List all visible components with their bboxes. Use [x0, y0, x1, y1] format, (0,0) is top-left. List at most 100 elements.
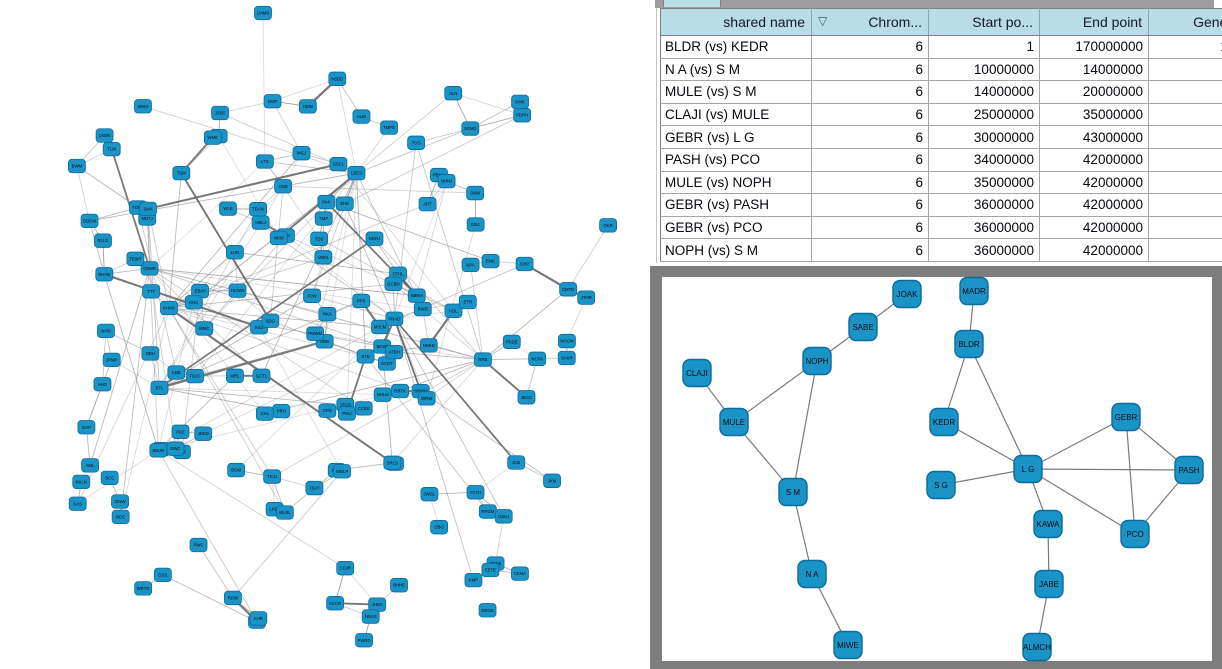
network-edge[interactable]	[356, 172, 424, 310]
network-edge[interactable]	[285, 235, 395, 320]
network-edge[interactable]	[76, 165, 139, 208]
network-edge[interactable]	[453, 92, 523, 116]
network-edge[interactable]	[566, 297, 587, 342]
network-node[interactable]: ALW	[352, 109, 371, 124]
network-edge[interactable]	[379, 263, 525, 328]
network-node[interactable]: KHNS	[160, 300, 178, 316]
network-edge[interactable]	[338, 163, 454, 312]
graph-node-n-a[interactable]: N A	[797, 559, 827, 589]
network-node[interactable]: KBB	[167, 365, 186, 380]
network-node[interactable]: HBLJ	[251, 215, 270, 230]
network-node[interactable]: RDW	[223, 590, 242, 606]
network-edge[interactable]	[326, 201, 491, 262]
network-edge[interactable]	[428, 344, 484, 361]
graph-node-kedr[interactable]: KEDR	[929, 407, 959, 437]
network-node[interactable]: JCB	[507, 455, 526, 470]
graph-node-s-m[interactable]: S M	[778, 477, 808, 507]
network-edge[interactable]	[311, 172, 357, 296]
network-edge[interactable]	[415, 128, 471, 144]
network-edge[interactable]	[168, 307, 273, 477]
table-cell[interactable]: 6	[811, 103, 929, 127]
network-node[interactable]: PSDE	[502, 334, 521, 350]
table-row[interactable]: MULE (vs) S M614000000200000007.5	[660, 80, 1222, 104]
network-node[interactable]: WACM	[558, 333, 576, 349]
network-edge[interactable]	[482, 358, 538, 361]
table-cell[interactable]: 42000000	[1039, 238, 1149, 262]
table-cell[interactable]: 170000000	[1039, 35, 1149, 59]
graph-edge-noph-mule[interactable]	[733, 360, 818, 423]
network-node[interactable]: PNAD	[385, 311, 404, 326]
network-node[interactable]: RRB	[474, 352, 492, 367]
network-edge[interactable]	[142, 105, 357, 174]
table-cell[interactable]: 20000000	[1039, 80, 1149, 104]
network-edge[interactable]	[356, 92, 454, 174]
network-node[interactable]: SAKR	[557, 350, 576, 366]
graph-edge-bldr-l-g[interactable]	[968, 343, 1029, 470]
table-cell[interactable]: 16.9	[1148, 125, 1222, 149]
table-tab-fragment[interactable]	[663, 0, 721, 7]
network-node[interactable]: GSKJ	[494, 509, 513, 524]
table-cell[interactable]: 42000000	[1039, 148, 1149, 172]
table-cell[interactable]: N A (vs) S M	[660, 58, 812, 82]
table-cell[interactable]: 6	[811, 238, 929, 262]
table-cell[interactable]: 6	[811, 171, 929, 195]
table-cell[interactable]: GEBR (vs) PCO	[660, 216, 812, 240]
network-edge[interactable]	[393, 318, 422, 392]
network-node[interactable]: TLM	[102, 141, 121, 157]
network-node[interactable]: NHNJ	[437, 173, 456, 189]
network-node[interactable]: JJSE	[211, 105, 229, 121]
network-node[interactable]: NGRJ	[365, 231, 384, 246]
network-node[interactable]: DDGK	[478, 603, 497, 618]
network-node[interactable]: BCC	[111, 509, 130, 525]
network-node[interactable]: PKE	[171, 424, 190, 439]
network-edge[interactable]	[232, 470, 343, 599]
table-cell[interactable]: GEBR (vs) L G	[660, 125, 812, 149]
network-node[interactable]: SCC	[100, 470, 119, 486]
network-edge[interactable]	[159, 208, 259, 389]
filter-icon[interactable]: ▽	[818, 14, 828, 28]
network-node[interactable]: LMMS	[254, 5, 272, 21]
network-node[interactable]: DBG	[430, 520, 449, 535]
table-cell[interactable]: 8.9	[1148, 193, 1222, 217]
network-node[interactable]: AML	[81, 458, 99, 473]
network-edge[interactable]	[89, 268, 151, 466]
table-cell[interactable]: 9.9	[1148, 238, 1222, 262]
network-edge[interactable]	[120, 307, 170, 517]
table-cell[interactable]: 35000000	[928, 171, 1040, 195]
overview-network-canvas[interactable]: LMMSKSJHHLRRGMCPGRHABPBMAGAPSCCTSMKASLKB…	[0, 0, 650, 669]
graph-node-madr[interactable]: MADR	[959, 276, 989, 306]
network-node[interactable]: GSS	[153, 567, 172, 583]
network-node[interactable]: JNKD	[194, 426, 213, 441]
network-node[interactable]: RWC	[189, 537, 208, 553]
table-cell[interactable]: 42000000	[1039, 216, 1149, 240]
network-node[interactable]: RRGM	[478, 504, 497, 519]
network-edge[interactable]	[365, 356, 489, 512]
table-cell[interactable]: 43000000	[1039, 125, 1149, 149]
network-edge[interactable]	[198, 544, 234, 599]
network-edge[interactable]	[258, 326, 343, 472]
table-cell[interactable]: PASH (vs) PCO	[660, 148, 812, 172]
network-node[interactable]: DGP	[263, 94, 282, 109]
graph-node-almch[interactable]: ALMCH	[1022, 632, 1052, 662]
table-row[interactable]: BLDR (vs) KEDR61170000000192.0	[660, 35, 1222, 59]
graph-node-l-g[interactable]: L G	[1013, 454, 1043, 484]
graph-node-pco[interactable]: PCO	[1120, 519, 1150, 549]
table-cell[interactable]: 6	[811, 193, 929, 217]
table-cell[interactable]: 10.5	[1148, 171, 1222, 195]
network-edge[interactable]	[426, 359, 484, 399]
network-node[interactable]: ATBH	[385, 344, 404, 360]
network-node[interactable]: LHD	[225, 245, 244, 260]
network-node[interactable]: TDJC	[186, 368, 204, 384]
network-edge[interactable]	[168, 203, 428, 309]
network-node[interactable]: WMC	[195, 321, 214, 336]
network-node[interactable]: PRH	[272, 403, 291, 419]
network-node[interactable]: KAS	[68, 496, 87, 511]
network-node[interactable]: WEN	[314, 250, 333, 265]
table-cell[interactable]: 34000000	[928, 148, 1040, 172]
table-cell[interactable]: 192.0	[1148, 35, 1222, 59]
table-cell[interactable]: 6	[811, 35, 929, 59]
network-edge[interactable]	[194, 340, 325, 377]
table-cell[interactable]: 30000000	[928, 125, 1040, 149]
table-cell[interactable]: GEBR (vs) PASH	[660, 193, 812, 217]
network-edge[interactable]	[149, 268, 266, 414]
